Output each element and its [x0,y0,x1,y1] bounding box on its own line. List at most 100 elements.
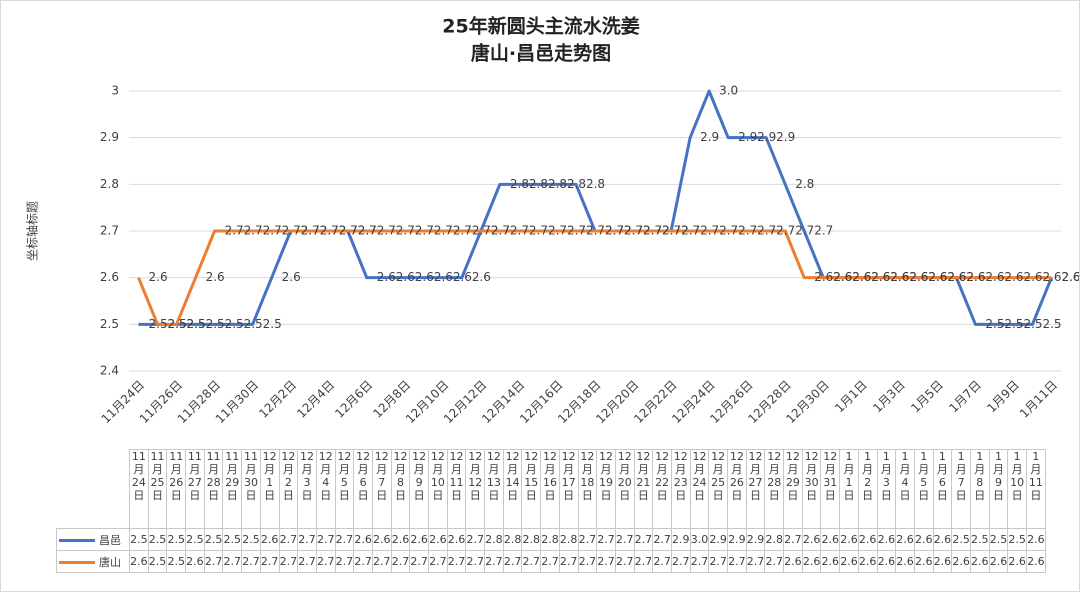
table-value: 2.5 [166,550,187,573]
data-label: 2.6 [966,270,985,284]
table-category: 12月13日 [484,449,504,529]
data-label: 2.7 [757,224,776,238]
data-label: 2.7 [776,224,795,238]
data-label: 2.7 [453,224,472,238]
table-category: 11月27日 [185,449,205,529]
table-value: 2.7 [708,550,728,573]
data-label: 2.7 [814,224,833,238]
table-value: 2.7 [465,550,486,573]
data-label: 2.7 [529,224,548,238]
data-label: 2.6 [852,270,871,284]
table-value: 2.5 [222,528,243,551]
table-value: 2.7 [334,528,355,551]
table-category: 12月8日 [390,449,411,529]
table-value: 2.6 [876,528,897,551]
data-label: 2.6 [928,270,947,284]
table-category: 12月25日 [708,449,728,529]
data-label: 2.6 [282,270,301,284]
table-value: 2.6 [820,528,841,551]
table-value: 2.9 [670,528,691,551]
y-tick-label: 2.9 [100,130,119,144]
data-label: 2.8 [548,177,567,191]
table-category: 11月29日 [222,449,243,529]
data-label: 2.6 [453,270,472,284]
data-label: 2.6 [1061,270,1079,284]
table-category: 12月31日 [820,449,841,529]
table-value: 2.7 [428,550,448,573]
data-label: 2.7 [738,224,757,238]
data-label: 2.7 [681,224,700,238]
data-label: 2.6 [814,270,833,284]
data-label: 2.5 [187,317,206,331]
legend-swatch [59,539,95,542]
table-value: 2.7 [390,550,411,573]
table-value: 2.7 [297,528,317,551]
table-category: 12月15日 [521,449,542,529]
table-value: 2.6 [446,528,467,551]
table-category: 12月16日 [540,449,560,529]
table-value: 3.0 [689,528,710,551]
x-tick-label: 1月9日 [984,378,1022,416]
legend-entry: 昌邑 [56,528,130,551]
table-category: 11月25日 [147,449,168,529]
data-label: 2.6 [833,270,852,284]
table-category: 11月26日 [166,449,187,529]
table-value: 2.6 [801,550,822,573]
table-value: 2.6 [428,528,448,551]
table-category: 12月23日 [670,449,691,529]
table-value: 2.6 [259,528,280,551]
data-label: 2.7 [567,224,586,238]
data-label: 2.6 [890,270,909,284]
legend-label: 唐山 [99,555,121,569]
table-value: 2.7 [502,550,523,573]
table-category: 12月10日 [428,449,448,529]
table-category: 12月5日 [334,449,355,529]
table-value: 2.6 [932,528,953,551]
table-category: 12月26日 [727,449,747,529]
data-label: 2.5 [244,317,263,331]
data-label: 2.7 [510,224,529,238]
y-tick-label: 2.7 [100,224,119,238]
data-label: 2.7 [643,224,662,238]
data-label: 2.6 [909,270,928,284]
table-category: 11月28日 [203,449,224,529]
table-category: 12月2日 [278,449,299,529]
table-category: 1月11日 [1026,449,1046,529]
table-category: 1月4日 [895,449,915,529]
table-category: 1月10日 [1007,449,1027,529]
table-value: 2.6 [839,528,859,551]
table-value: 2.6 [876,550,897,573]
table-value: 2.7 [521,550,542,573]
table-category: 12月18日 [577,449,598,529]
table-value: 2.7 [727,550,747,573]
table-value: 2.7 [315,528,336,551]
table-value: 2.6 [913,550,934,573]
table-value: 2.5 [988,528,1009,551]
data-label: 2.7 [320,224,339,238]
table-category: 12月7日 [371,449,392,529]
table-value: 2.7 [745,550,766,573]
data-label: 2.5 [1023,317,1042,331]
table-value: 2.6 [1007,550,1027,573]
table-value: 2.8 [484,528,504,551]
table-category: 12月6日 [353,449,373,529]
table-value: 2.6 [895,550,915,573]
x-tick-label: 12月4日 [294,378,337,421]
table-value: 2.7 [596,550,616,573]
table-value: 2.6 [895,528,915,551]
chart-title: 唐山·昌邑走势图 [471,42,611,65]
table-category: 12月11日 [446,449,467,529]
table-value: 2.7 [409,550,429,573]
table-value: 2.6 [185,550,205,573]
data-label: 2.8 [529,177,548,191]
table-category: 1月1日 [839,449,859,529]
table-value: 2.7 [353,550,373,573]
table-category: 12月3日 [297,449,317,529]
legend-swatch [59,561,95,564]
data-label: 2.7 [548,224,567,238]
x-tick-label: 1月11日 [1017,378,1060,421]
y-tick-label: 2.4 [100,364,119,378]
table-value: 2.6 [1026,528,1046,551]
data-label: 2.9 [757,130,776,144]
